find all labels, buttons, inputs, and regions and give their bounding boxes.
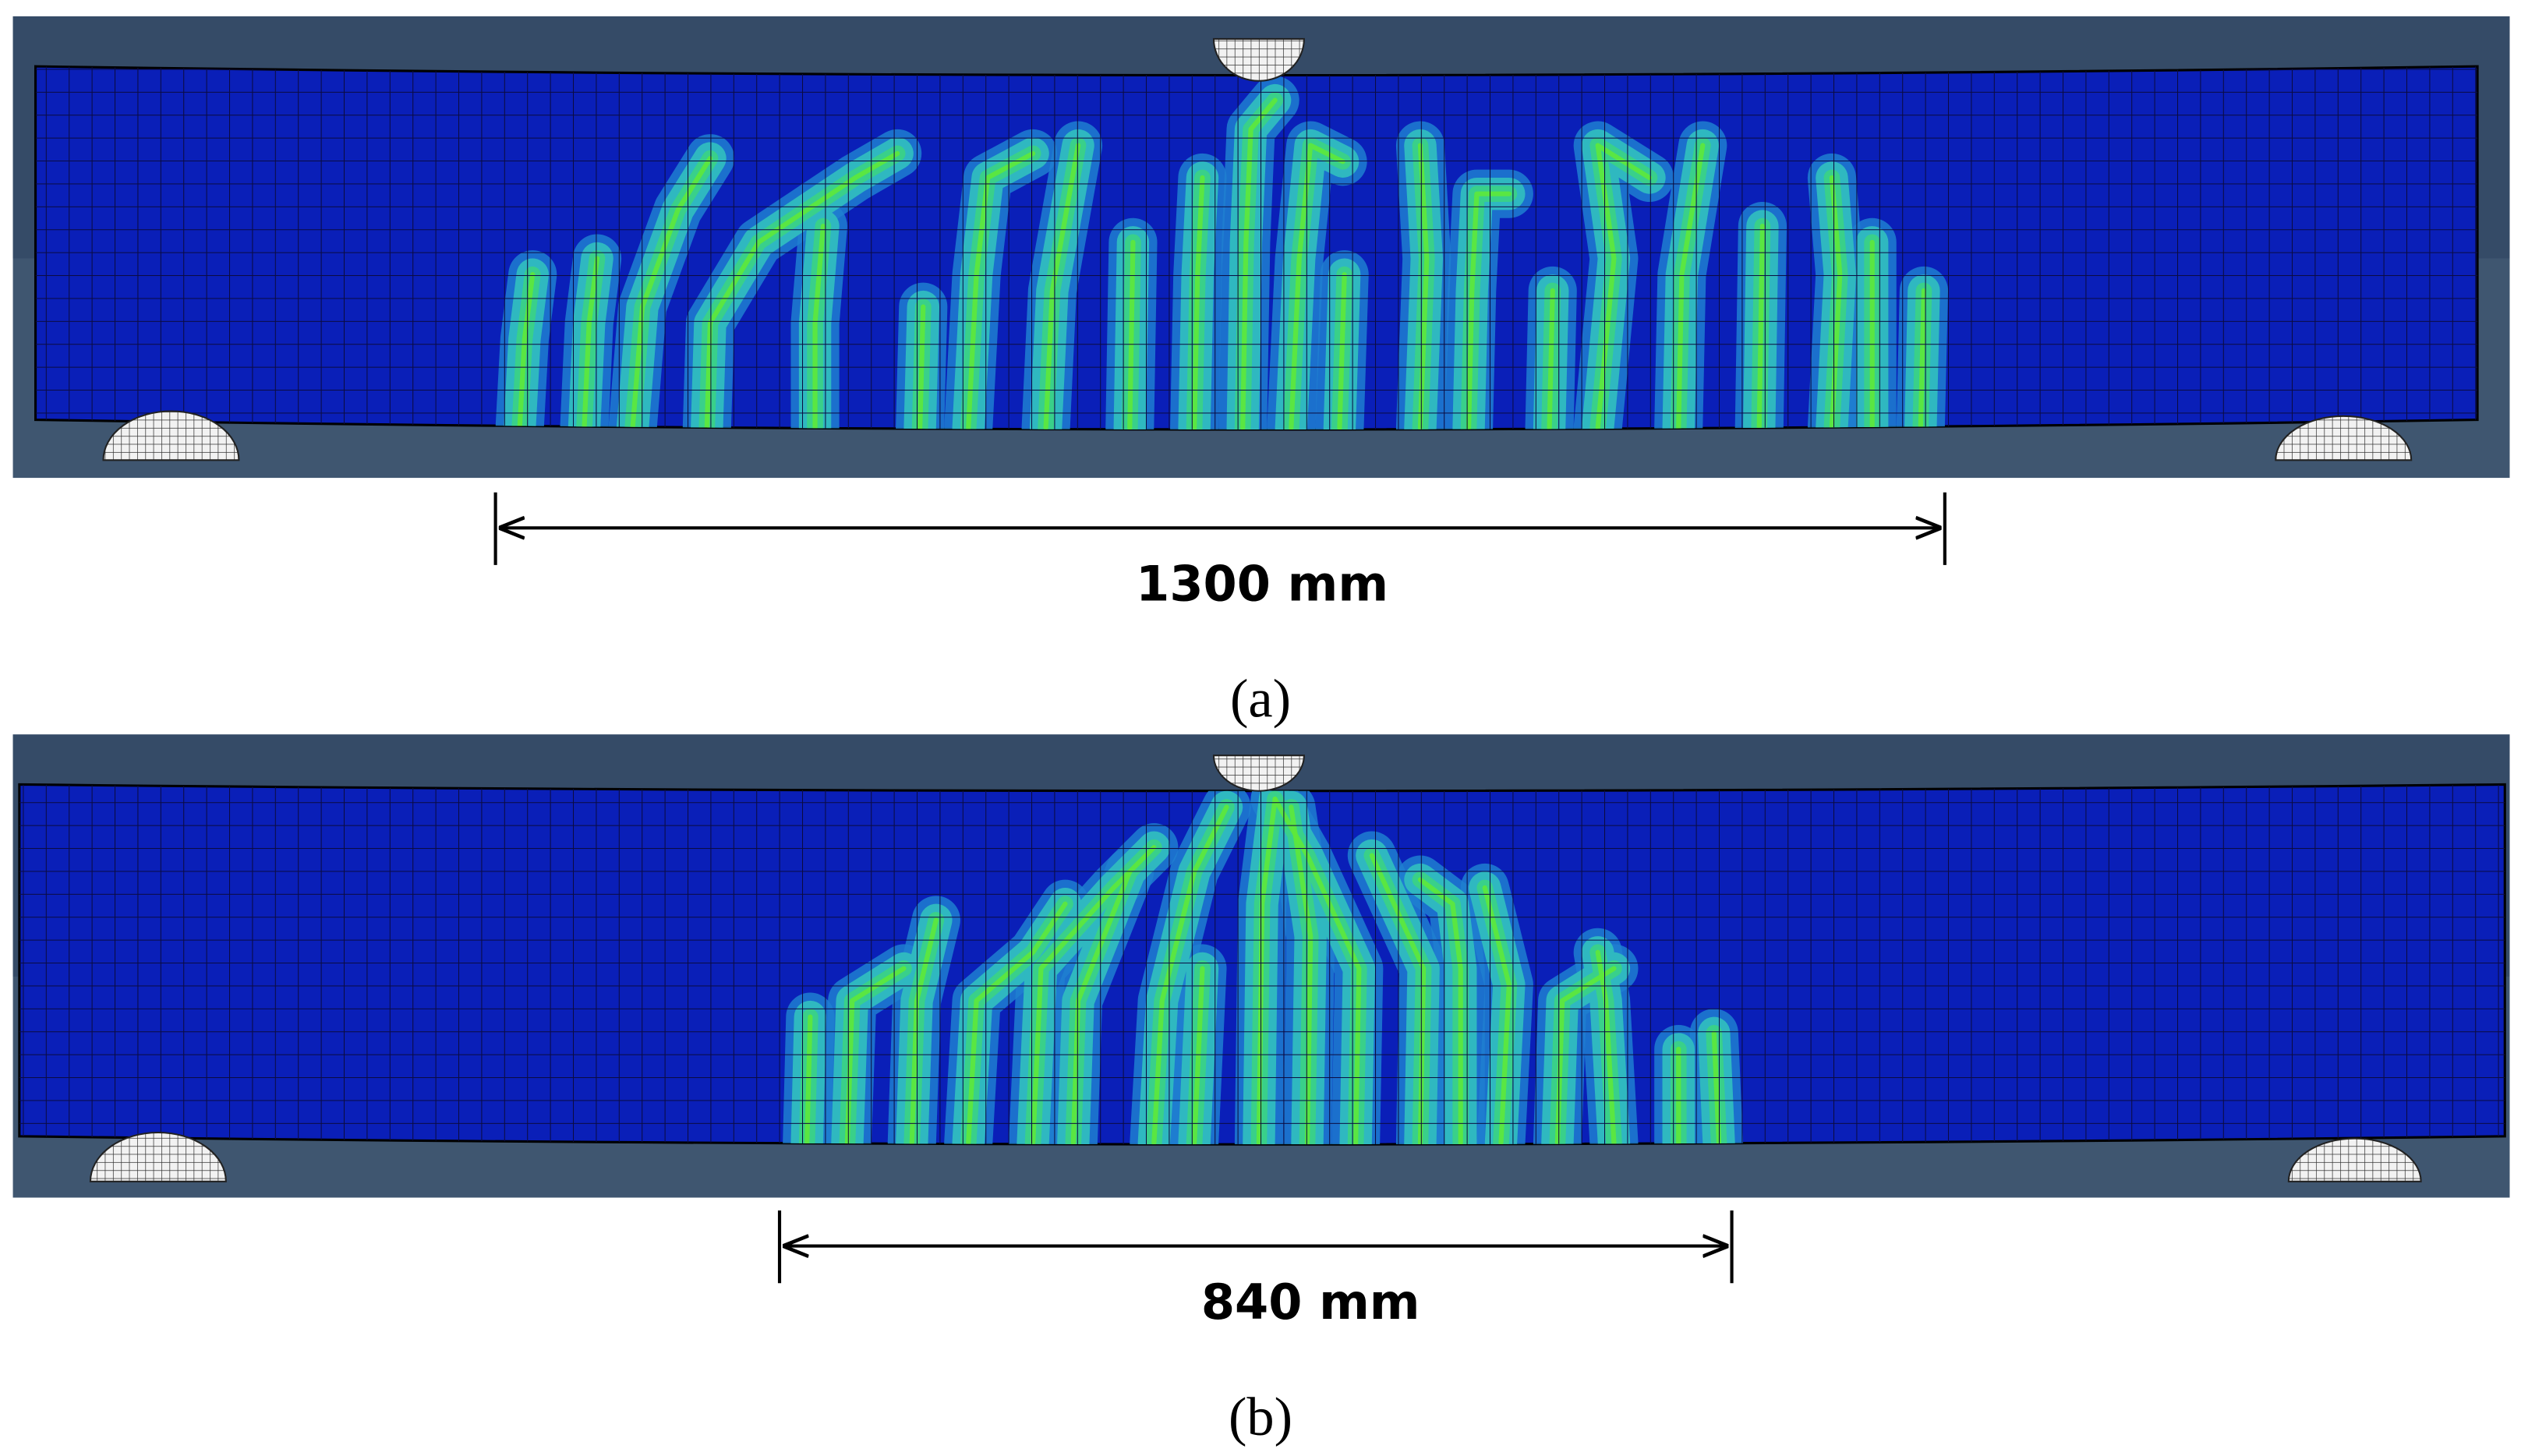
- panel-b: 840 mm (b): [12, 734, 2510, 1447]
- load-plate: [1212, 755, 1305, 792]
- dimension-label: 840 mm: [1201, 1274, 1420, 1331]
- support-left: [89, 1131, 227, 1182]
- support-right: [2275, 415, 2413, 461]
- support-left: [102, 410, 240, 461]
- load-plate: [1212, 37, 1305, 82]
- panel-a: 1300 mm (a): [12, 16, 2510, 730]
- caption: (a): [1230, 669, 1291, 730]
- caption: (b): [1229, 1387, 1292, 1447]
- support-right: [2287, 1137, 2422, 1182]
- mesh: [35, 66, 2478, 429]
- dimension-label: 1300 mm: [1136, 555, 1388, 612]
- mesh: [19, 784, 2505, 1145]
